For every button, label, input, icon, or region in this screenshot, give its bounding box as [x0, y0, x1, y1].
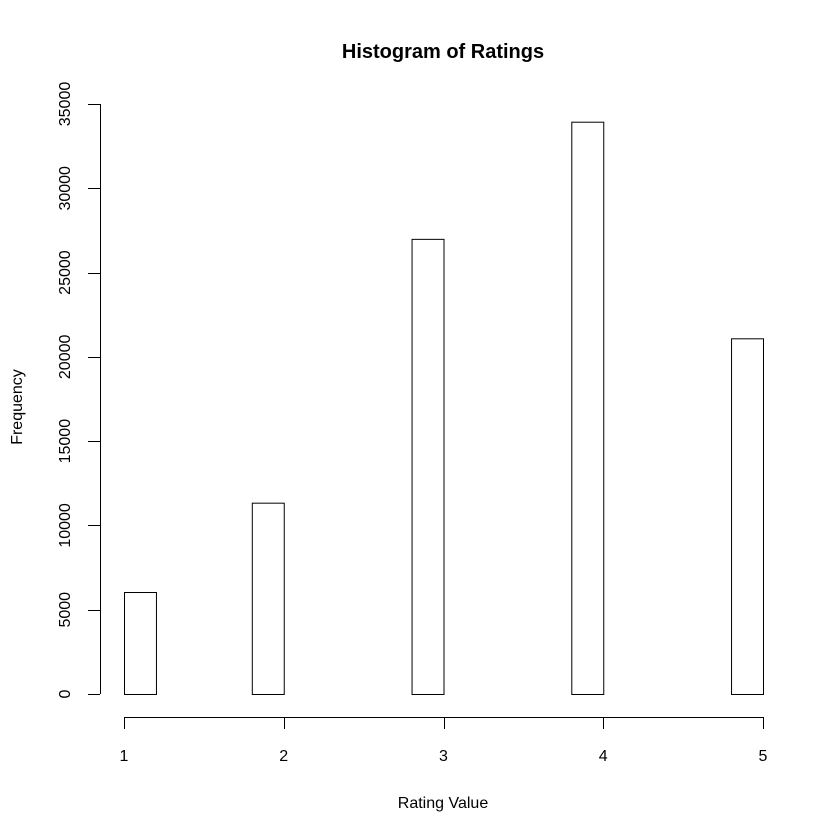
histogram-bar-10: [411, 238, 445, 695]
y-axis: 0 5000 10000 15000 20000 25000 30000 35000: [57, 82, 101, 698]
y-tick-label: 0: [57, 689, 74, 698]
y-tick-label: 35000: [57, 82, 74, 127]
histogram-bar-5: [251, 502, 285, 695]
y-tick-label: 30000: [57, 166, 74, 211]
x-axis-label: Rating Value: [398, 795, 489, 812]
x-tick-label: 5: [759, 748, 768, 765]
y-axis-label: Frequency: [9, 369, 26, 445]
x-tick-label: 3: [439, 748, 448, 765]
x-tick-label: 1: [120, 748, 129, 765]
y-tick-label: 25000: [57, 250, 74, 295]
x-axis: 1 2 3 4 5: [120, 717, 768, 765]
bars-layer: [124, 121, 764, 695]
y-tick-label: 20000: [57, 335, 74, 380]
x-tick-label: 2: [279, 748, 288, 765]
histogram-bar-15: [571, 121, 605, 695]
y-tick-label: 15000: [57, 419, 74, 464]
y-tick-label: 10000: [57, 503, 74, 548]
chart-title: Histogram of Ratings: [342, 41, 544, 63]
y-tick-label: 5000: [57, 592, 74, 628]
x-tick-label: 4: [599, 748, 608, 765]
histogram-bar-1: [124, 592, 157, 695]
histogram-bar-20: [731, 338, 764, 695]
